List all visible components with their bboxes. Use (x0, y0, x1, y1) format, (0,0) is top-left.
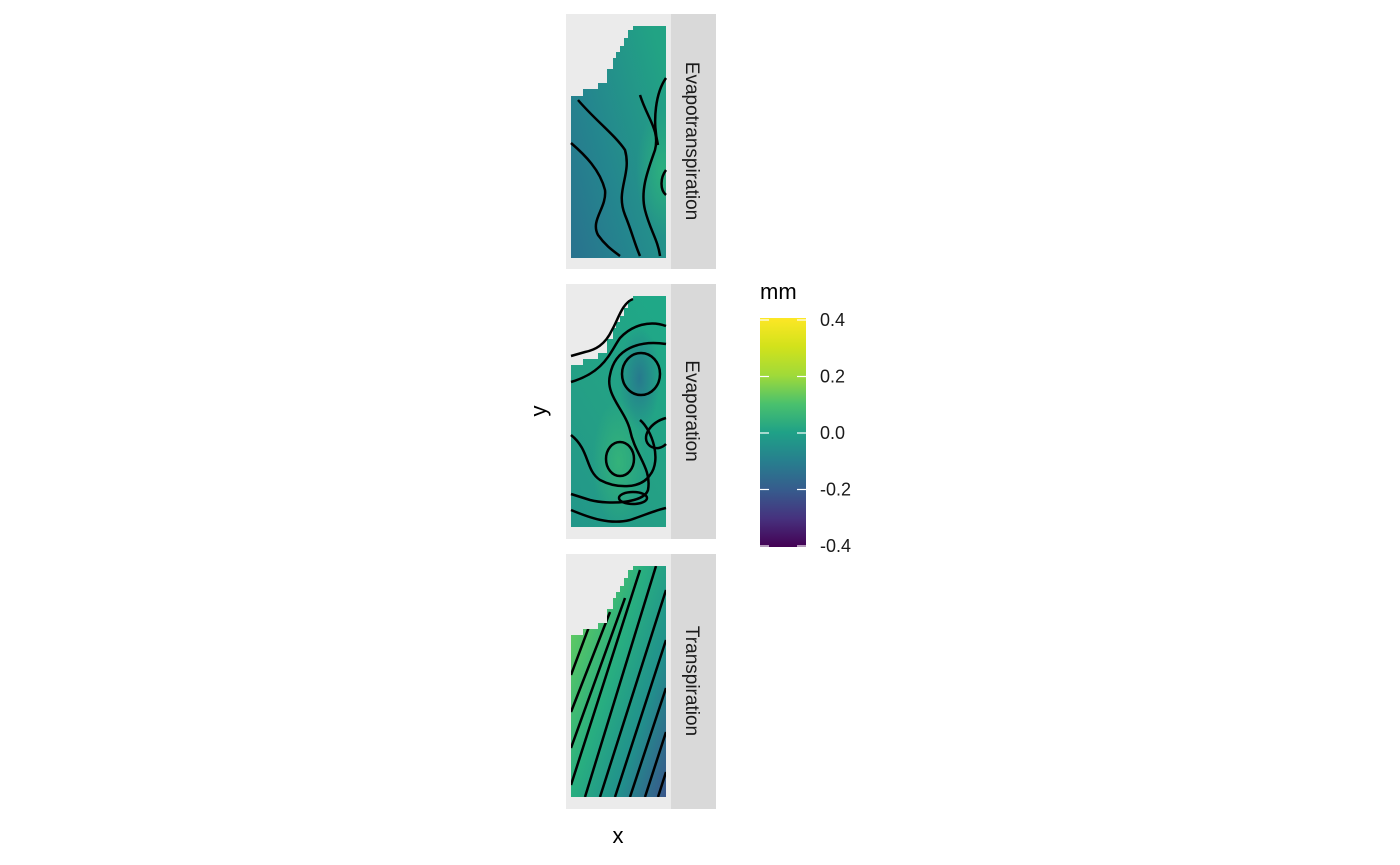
strip-label-evaporation: Evaporation (681, 360, 702, 461)
legend: mm 0.4 0.2 0.0 -0.2 -0.4 (760, 279, 851, 556)
strip-label-transpiration: Transpiration (681, 626, 702, 736)
legend-tick-label: 0.2 (820, 367, 845, 387)
strip-label-evapotranspiration: Evapotranspiration (681, 62, 702, 220)
facet-transpiration: Transpiration (566, 554, 716, 809)
legend-title: mm (760, 279, 797, 304)
legend-ticks: 0.4 0.2 0.0 -0.2 -0.4 (760, 310, 851, 556)
legend-tick-label: -0.2 (820, 480, 851, 500)
strip-background (671, 554, 716, 809)
facet-evaporation: Evaporation (566, 284, 716, 539)
strip-background (671, 284, 716, 539)
strip-background (671, 14, 716, 269)
contour-lines (570, 297, 667, 523)
legend-tick-label: -0.4 (820, 536, 851, 556)
legend-tick-label: 0.0 (820, 423, 845, 443)
legend-tick-label: 0.4 (820, 310, 845, 330)
y-axis-title: y (526, 406, 551, 417)
contour-lines (570, 77, 668, 258)
x-axis-title: x (613, 823, 624, 848)
facet-evapotranspiration: Evapotranspiration (566, 14, 716, 269)
contour-lines (571, 566, 666, 797)
